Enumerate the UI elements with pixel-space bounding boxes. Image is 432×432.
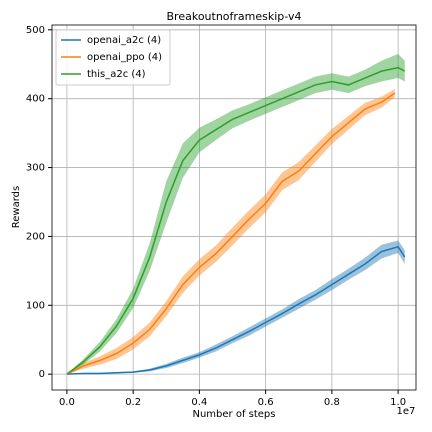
legend-label: this_a2c (4) <box>87 69 146 80</box>
y-axis-label: Rewards <box>11 186 22 228</box>
y-tick-label: 400 <box>26 94 45 105</box>
x-tick-label: 0.0 <box>59 397 75 408</box>
legend-label: openai_ppo (4) <box>87 52 162 63</box>
x-tick-label: 0.2 <box>125 397 141 408</box>
x-axis-label: Number of steps <box>192 409 275 420</box>
series-line <box>66 66 406 375</box>
y-tick-label: 300 <box>26 163 45 174</box>
legend-label: openai_a2c (4) <box>87 35 161 46</box>
y-tick-label: 0 <box>39 369 45 380</box>
x-tick-label: 0.6 <box>258 397 274 408</box>
plot-frame <box>51 24 417 391</box>
x-tick-label: 1.0 <box>390 397 406 408</box>
series-line <box>66 245 406 375</box>
x-tick-label: 0.8 <box>324 397 340 408</box>
band <box>66 89 395 375</box>
x-tick-label: 0.4 <box>191 397 207 408</box>
y-tick-label: 200 <box>26 231 45 242</box>
chart-title: Breakoutnoframeskip-v4 <box>167 10 302 23</box>
y-tick-label: 500 <box>26 25 45 36</box>
x-offset-label: 1e7 <box>397 406 416 417</box>
series-line <box>66 92 396 375</box>
band <box>66 240 405 375</box>
legend-box <box>55 29 171 86</box>
y-tick-label: 100 <box>26 300 45 311</box>
